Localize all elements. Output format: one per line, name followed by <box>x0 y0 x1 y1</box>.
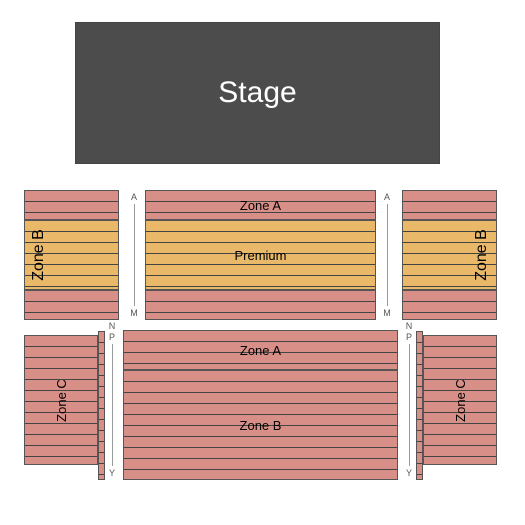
zone-c-label: Zone C <box>53 379 68 422</box>
orch-aisle-left: A M <box>127 190 141 320</box>
stage: Stage <box>75 22 440 164</box>
orch-right-label: Zone B <box>473 229 491 281</box>
bridge-right-bar[interactable] <box>416 331 423 480</box>
orch-center-bottom[interactable] <box>145 290 376 320</box>
orch-right-label-wrap: Zone B <box>467 190 497 320</box>
zone-b-label: Zone B <box>240 418 282 433</box>
bridge-left-bar[interactable] <box>98 331 105 480</box>
zone-a-label: Zone A <box>240 343 281 358</box>
aisle-letter: A <box>384 192 390 202</box>
balc-center-zone-a[interactable]: Zone A <box>123 330 398 370</box>
seating-chart: Stage Zone B A M Zone A Premium A M Zone… <box>0 0 525 525</box>
aisle-letter: M <box>130 308 138 318</box>
aisle-line <box>409 344 410 466</box>
aisle-letter: Y <box>406 468 412 478</box>
balc-left-zone-c[interactable]: Zone C <box>24 335 98 465</box>
stage-label: Stage <box>218 76 296 110</box>
zone-a-label: Zone A <box>240 198 281 213</box>
aisle-letter: M <box>383 308 391 318</box>
orch-left-label: Zone B <box>30 229 48 281</box>
aisle-line <box>134 204 135 306</box>
aisle-line <box>112 344 113 466</box>
aisle-letter: P <box>406 332 412 342</box>
balc-center-zone-b[interactable]: Zone B <box>123 370 398 480</box>
aisle-letter: A <box>131 192 137 202</box>
orch-left-label-wrap: Zone B <box>24 190 54 320</box>
aisle-letter: Y <box>109 468 115 478</box>
orch-aisle-right: A M <box>380 190 394 320</box>
aisle-letter: P <box>109 332 115 342</box>
zone-c-label: Zone C <box>452 379 467 422</box>
premium-label: Premium <box>234 248 286 263</box>
orch-center-zone-a[interactable]: Zone A <box>145 190 376 220</box>
aisle-line <box>387 204 388 306</box>
balc-right-zone-c[interactable]: Zone C <box>423 335 497 465</box>
orch-center-premium[interactable]: Premium <box>145 220 376 290</box>
balc-aisle-left: P Y <box>105 330 119 480</box>
balc-aisle-right: P Y <box>402 330 416 480</box>
